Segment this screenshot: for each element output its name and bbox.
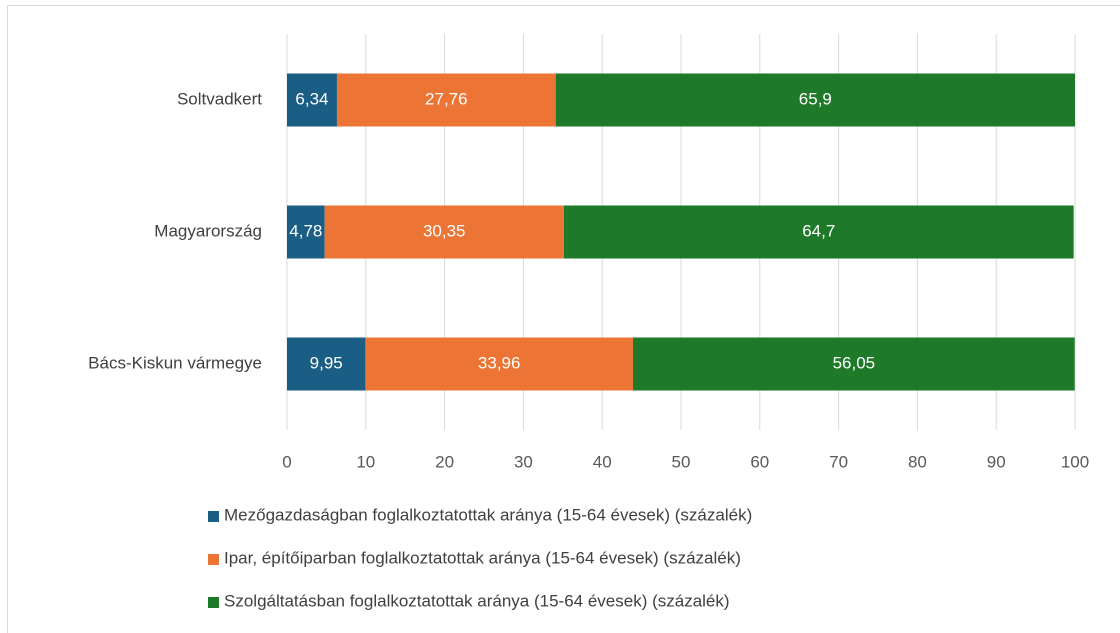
x-tick-label: 80 — [908, 452, 927, 471]
bar-segment — [324, 205, 564, 259]
x-tick-label: 40 — [593, 452, 612, 471]
bar-segment — [336, 73, 556, 127]
x-tick-label: 20 — [435, 452, 454, 471]
x-tick-label: 50 — [672, 452, 691, 471]
bar-segment — [287, 337, 366, 391]
data-label: 9,95 — [310, 353, 343, 372]
legend-swatch — [208, 511, 219, 522]
data-label: 33,96 — [478, 353, 521, 372]
data-label: 4,78 — [289, 221, 322, 240]
legend-label: Mezőgazdaságban foglalkoztatottak aránya… — [224, 505, 752, 524]
y-tick-label: Soltvadkert — [177, 89, 262, 108]
data-label: 27,76 — [425, 89, 468, 108]
legend-swatch — [208, 554, 219, 565]
x-tick-label: 60 — [750, 452, 769, 471]
data-label: 56,05 — [833, 353, 876, 372]
x-tick-label: 90 — [987, 452, 1006, 471]
data-label: 65,9 — [799, 89, 832, 108]
bar-segment — [633, 337, 1075, 391]
x-tick-label: 70 — [829, 452, 848, 471]
bar-segment — [563, 205, 1074, 259]
x-tick-label: 30 — [514, 452, 533, 471]
bar-segment — [365, 337, 634, 391]
data-label: 6,34 — [295, 89, 328, 108]
data-label: 64,7 — [802, 221, 835, 240]
y-tick-label: Bács-Kiskun vármegye — [88, 353, 262, 372]
x-tick-label: 100 — [1061, 452, 1089, 471]
bar-segment — [555, 73, 1075, 127]
data-label: 30,35 — [423, 221, 466, 240]
x-tick-label: 0 — [282, 452, 291, 471]
legend-swatch — [208, 597, 219, 608]
y-tick-label: Magyarország — [154, 221, 262, 240]
bar-segment — [287, 205, 325, 259]
bar-segment — [287, 73, 337, 127]
x-tick-label: 10 — [356, 452, 375, 471]
legend-label: Szolgáltatásban foglalkoztatottak aránya… — [224, 591, 730, 610]
legend-label: Ipar, építőiparban foglalkoztatottak ará… — [224, 548, 741, 567]
